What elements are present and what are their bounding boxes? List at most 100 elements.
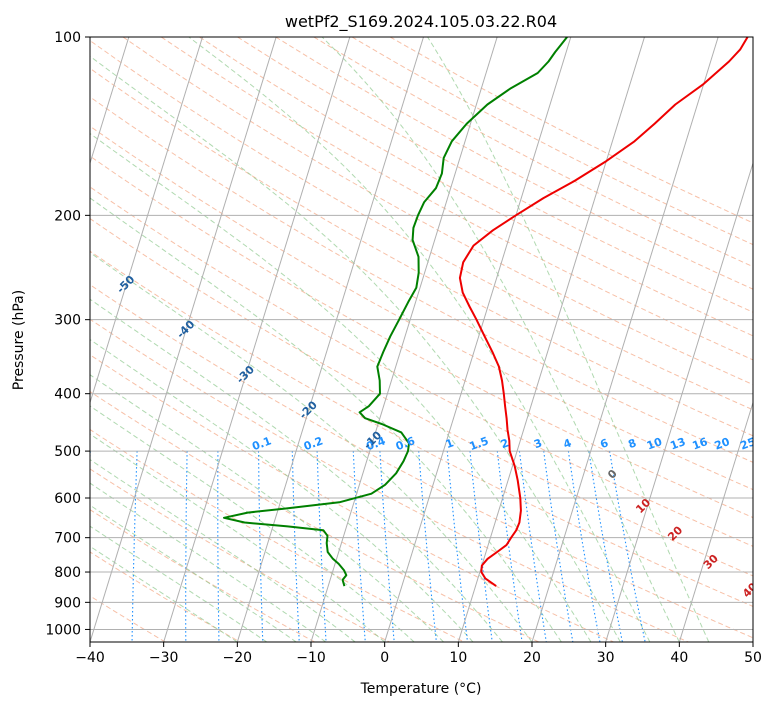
- moist-adiabat-line: [90, 525, 268, 642]
- x-tick-label: 20: [523, 650, 541, 666]
- chart-title: wetPf2_S169.2024.105.03.22.R04: [285, 12, 557, 32]
- moist-adiabat-line: [90, 374, 444, 642]
- plot-area: 0.10.20.40.611.52346810131620253036-100-…: [90, 37, 757, 642]
- y-tick-label: 1000: [45, 622, 81, 638]
- moist-adiabats: [90, 37, 710, 642]
- isotherm-line: [384, 37, 572, 642]
- dry-adiabat-line: [90, 125, 753, 491]
- moist-adiabat-line: [90, 482, 326, 642]
- moist-adiabat-line: [321, 37, 680, 642]
- mixing-ratio-line: [496, 451, 523, 642]
- mixing-ratio-line: [217, 451, 220, 642]
- x-tick-label: −20: [223, 650, 253, 666]
- x-axis-title: Temperature (°C): [360, 681, 482, 697]
- mixing-ratio-line: [291, 451, 300, 642]
- mixing-ratio-label: 0.4: [365, 434, 388, 453]
- mixing-ratio-lines: [90, 451, 646, 642]
- mixing-ratio-label: 0.1: [250, 434, 273, 453]
- mixing-ratio-line: [543, 451, 574, 642]
- mixing-ratio-label: 1.5: [468, 434, 491, 453]
- mixing-ratio-line: [257, 451, 264, 642]
- mixing-ratio-label: 25: [738, 435, 757, 452]
- dry-adiabat-line: [90, 39, 753, 411]
- isotherm-line: [531, 37, 719, 642]
- moist-adiabat-line: [90, 504, 297, 642]
- x-tick-label: −10: [296, 650, 326, 666]
- y-tick-label: 600: [54, 491, 81, 507]
- dry-adiabat-line: [90, 96, 753, 463]
- x-tick-label: −30: [149, 650, 179, 666]
- isotherm-line: [90, 37, 277, 642]
- isotherm-lines: [90, 37, 753, 642]
- moist-adiabat-line: [90, 197, 562, 642]
- isotherm-line: [236, 37, 424, 642]
- isotherm-line: [163, 37, 351, 642]
- mixing-ratio-label: 16: [691, 435, 710, 453]
- mixing-ratio-line: [316, 451, 327, 642]
- dry-adiabats: [90, 37, 753, 642]
- x-tick-label: 50: [744, 650, 762, 666]
- mixing-ratio-line: [469, 451, 493, 642]
- isotherm-line: [310, 37, 498, 642]
- y-axis-title: Pressure (hPa): [11, 290, 27, 390]
- y-tick-label: 800: [54, 565, 81, 581]
- moist-adiabat-line: [90, 338, 474, 642]
- moist-adiabat-line: [90, 251, 533, 642]
- y-tick-label: 700: [54, 531, 81, 547]
- dry-adiabat-line: [237, 37, 753, 313]
- isopleth-labels: 0.10.20.40.611.52346810131620253036-100-…: [114, 273, 757, 601]
- mixing-ratio-line: [588, 451, 623, 642]
- moist-adiabat-line: [90, 458, 356, 642]
- dry-adiabat-line: [90, 284, 753, 639]
- moist-adiabat-line: [188, 37, 651, 642]
- profile-series: [223, 37, 749, 587]
- x-tick-label: −40: [75, 650, 105, 666]
- dry-adiabat-line: [90, 428, 466, 642]
- mixing-ratio-line: [185, 451, 188, 642]
- dry-adiabat-line: [122, 37, 753, 386]
- mixing-ratio-label: 2: [499, 436, 511, 451]
- isotherm-line: [605, 161, 753, 642]
- mixing-ratio-label: 8: [626, 436, 638, 451]
- mixing-ratio-label: 3: [532, 436, 544, 451]
- moist-adiabat-line: [90, 298, 503, 642]
- y-tick-label: 900: [54, 595, 81, 611]
- y-tick-label: 100: [54, 30, 81, 46]
- x-tick-label: 10: [449, 650, 467, 666]
- x-tick-label: 30: [597, 650, 615, 666]
- y-tick-label: 500: [54, 444, 81, 460]
- moist-adiabat-line: [427, 37, 710, 642]
- y-axis: 100 200 300 400 500 600 700 800 900 1000: [45, 30, 90, 638]
- dry-adiabat-line: [90, 354, 615, 642]
- moist-adiabat-line: [90, 405, 415, 642]
- mixing-ratio-line: [609, 451, 646, 642]
- x-axis: −40 −30 −20 −10 0 10 20 30 40 50: [75, 642, 762, 666]
- mixing-ratio-label: 13: [668, 435, 687, 452]
- isotherm-line: [457, 37, 645, 642]
- dry-adiabat-line: [90, 155, 753, 519]
- isotherm-line: [678, 400, 753, 642]
- mixing-ratio-line: [446, 451, 469, 642]
- dry-adiabat-line: [90, 217, 753, 577]
- mixing-ratio-label: 0.2: [302, 434, 325, 453]
- dry-adiabat-line: [275, 37, 753, 290]
- mixing-ratio-label: 4: [562, 436, 574, 451]
- moist-adiabat-line: [90, 55, 621, 642]
- x-tick-label: 0: [380, 650, 389, 666]
- mixing-ratio-label: 6: [598, 436, 610, 451]
- plot-frame: [89, 36, 754, 643]
- x-tick-label: 40: [670, 650, 688, 666]
- mixing-ratio-label: 1: [444, 436, 456, 451]
- y-tick-label: 200: [54, 208, 81, 224]
- mixing-ratio-line: [567, 451, 601, 642]
- y-tick-label: 300: [54, 313, 81, 329]
- isotherm-line: [90, 37, 203, 405]
- mixing-ratio-line: [379, 451, 395, 642]
- mixing-ratio-line: [518, 451, 547, 642]
- mixing-ratio-line: [352, 451, 366, 642]
- mixing-ratio-label: 20: [713, 435, 732, 453]
- temperature-line: [458, 37, 749, 587]
- y-tick-label: 400: [54, 387, 81, 403]
